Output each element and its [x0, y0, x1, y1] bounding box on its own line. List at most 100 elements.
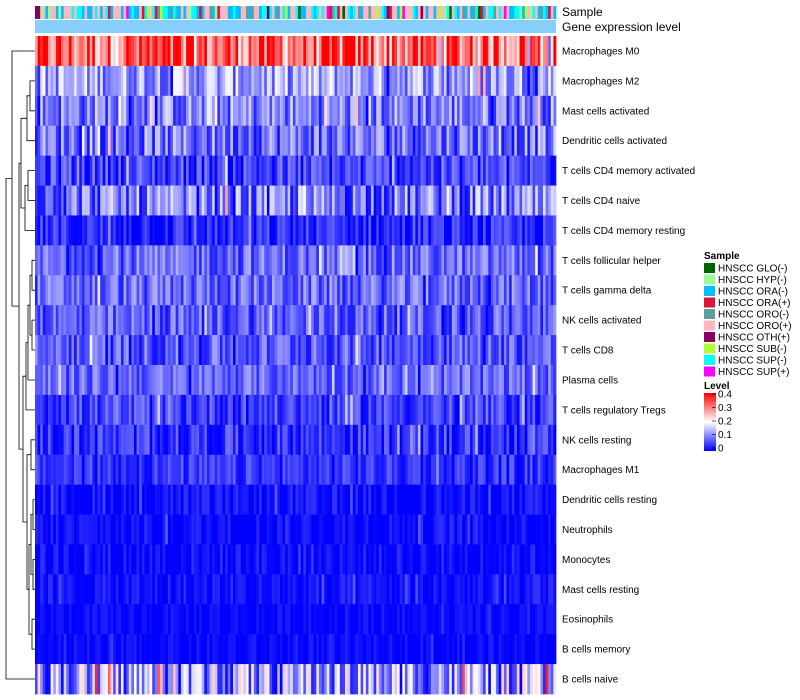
heatmap-cell [175, 365, 179, 396]
heatmap-cell [347, 664, 351, 695]
heatmap-cell [84, 155, 88, 186]
heatmap-cell [529, 215, 533, 246]
heatmap-cell [363, 544, 367, 575]
heatmap-cell [115, 36, 119, 67]
heatmap-cell [519, 185, 523, 216]
heatmap-cell [391, 574, 395, 605]
heatmap-cell [94, 424, 98, 456]
heatmap-cell [115, 514, 119, 545]
heatmap-cell [451, 634, 455, 665]
heatmap-cell [490, 484, 494, 515]
heatmap-cell [384, 574, 388, 605]
heatmap-cell [514, 95, 518, 127]
heatmap-cell [475, 36, 479, 67]
heatmap-cell [180, 185, 184, 216]
heatmap-cell [183, 424, 187, 456]
heatmap-cell [68, 634, 72, 665]
heatmap-cell [66, 125, 70, 156]
heatmap-cell [407, 394, 411, 426]
heatmap-cell [66, 305, 70, 336]
heatmap-cell [415, 215, 419, 246]
heatmap-cell [331, 454, 335, 485]
heatmap-cell [206, 604, 210, 635]
heatmap-cell [214, 604, 218, 635]
heatmap-cell [227, 454, 231, 485]
heatmap-cell [300, 394, 304, 426]
heatmap-cell [430, 65, 434, 97]
heatmap-cell [433, 305, 437, 336]
heatmap-cell [446, 484, 450, 515]
heatmap-cell [430, 215, 434, 246]
heatmap-cell [105, 125, 109, 156]
heatmap-cell [540, 454, 544, 485]
heatmap-cell [238, 65, 242, 97]
heatmap-cell [311, 335, 315, 366]
heatmap-cell [42, 65, 46, 97]
heatmap-cell [196, 514, 200, 545]
heatmap-cell [389, 574, 393, 605]
heatmap-cell [71, 514, 75, 545]
heatmap-cell [102, 335, 106, 366]
sample-annotation-cell [329, 6, 333, 19]
heatmap-cell [545, 185, 549, 216]
heatmap-cell [50, 574, 54, 605]
heatmap-cell [394, 484, 398, 515]
heatmap-cell [256, 604, 260, 635]
heatmap-cell [488, 604, 492, 635]
heatmap-cell [240, 185, 244, 216]
heatmap-cell [313, 634, 317, 665]
heatmap-cell [193, 36, 197, 67]
heatmap-cell [378, 394, 382, 426]
heatmap-cell [324, 574, 328, 605]
heatmap-cell [394, 544, 398, 575]
heatmap-cell [350, 424, 354, 456]
heatmap-cell [326, 424, 330, 456]
heatmap-cell [470, 245, 473, 276]
heatmap-cell [402, 215, 406, 246]
heatmap-cell [162, 634, 166, 665]
heatmap-cell [493, 634, 497, 665]
heatmap-cell [61, 215, 65, 246]
heatmap-cell [443, 155, 447, 186]
heatmap-cell [303, 215, 307, 246]
heatmap-cell [503, 215, 507, 246]
heatmap-cell [162, 275, 166, 306]
heatmap-cell [191, 424, 195, 456]
heatmap-cell [42, 185, 46, 216]
heatmap-cell [407, 155, 411, 186]
heatmap-cell [371, 454, 375, 485]
heatmap-cell [94, 664, 98, 695]
heatmap-cell [516, 155, 520, 186]
heatmap-cell [363, 514, 367, 545]
heatmap-cell [240, 365, 244, 396]
heatmap-cell [298, 95, 302, 127]
heatmap-cell [496, 544, 500, 575]
heatmap-cell [144, 215, 148, 246]
heatmap-cell [438, 36, 442, 67]
heatmap-cell [292, 484, 296, 515]
heatmap-cell [318, 305, 322, 336]
heatmap-cell [37, 365, 41, 396]
heatmap-cell [527, 245, 531, 276]
heatmap-cell [371, 275, 375, 306]
sample-annotation-cell [113, 6, 117, 19]
heatmap-cell [365, 125, 369, 156]
heatmap-cell [506, 215, 510, 246]
heatmap-cell [165, 65, 169, 97]
heatmap-cell [355, 125, 359, 156]
heatmap-cell [76, 215, 80, 246]
heatmap-cell [542, 305, 546, 336]
heatmap-cell [503, 65, 507, 97]
heatmap-cell [378, 544, 382, 575]
heatmap-cell [548, 155, 552, 186]
heatmap-cell [79, 335, 83, 366]
heatmap-cell [371, 574, 375, 605]
heatmap-cell [368, 604, 372, 635]
heatmap-cell [464, 305, 468, 336]
heatmap-cell [363, 454, 367, 485]
heatmap-cell [433, 155, 437, 186]
heatmap-cell [48, 185, 51, 216]
heatmap-cell [503, 36, 507, 67]
heatmap-cell [423, 305, 427, 336]
